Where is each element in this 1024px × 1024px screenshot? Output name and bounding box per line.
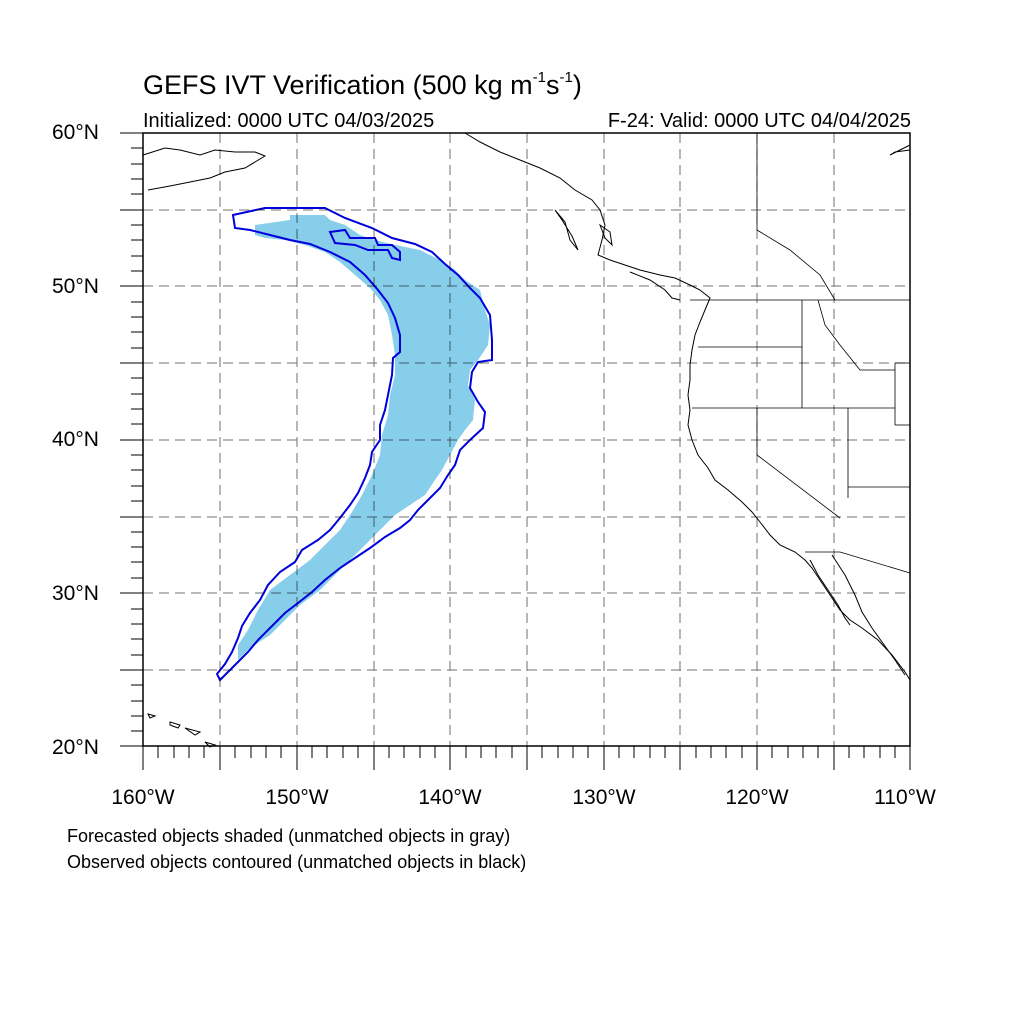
lon-label-120w: 120°W [725, 786, 789, 809]
valid-time-label: F-24: Valid: 0000 UTC 04/04/2025 [607, 110, 911, 132]
lat-label-30n: 30°N [52, 582, 99, 605]
lat-label-60n: 60°N [52, 121, 99, 144]
lat-label-20n: 20°N [52, 736, 99, 759]
tick-marks [120, 132, 911, 770]
lon-label-130w: 130°W [572, 786, 636, 809]
lon-label-150w: 150°W [265, 786, 329, 809]
lat-label-40n: 40°N [52, 428, 99, 451]
grid-lines [143, 133, 910, 746]
observed-contour-inner [328, 228, 401, 262]
forecast-object [238, 215, 490, 660]
footnote-forecast: Forecasted objects shaded (unmatched obj… [67, 826, 511, 846]
lon-label-160w: 160°W [111, 786, 175, 809]
lon-label-140w: 140°W [418, 786, 482, 809]
map-title: GEFS IVT Verification (500 kg m-1s-1) [143, 69, 582, 100]
lat-label-50n: 50°N [52, 275, 99, 298]
footnote-observed: Observed objects contoured (unmatched ob… [67, 852, 527, 872]
political-borders [690, 133, 911, 574]
lon-label-110w: 110°W [874, 786, 936, 809]
initialized-label: Initialized: 0000 UTC 04/03/2025 [143, 110, 435, 132]
observed-contour [215, 207, 493, 682]
coastlines [142, 132, 911, 748]
